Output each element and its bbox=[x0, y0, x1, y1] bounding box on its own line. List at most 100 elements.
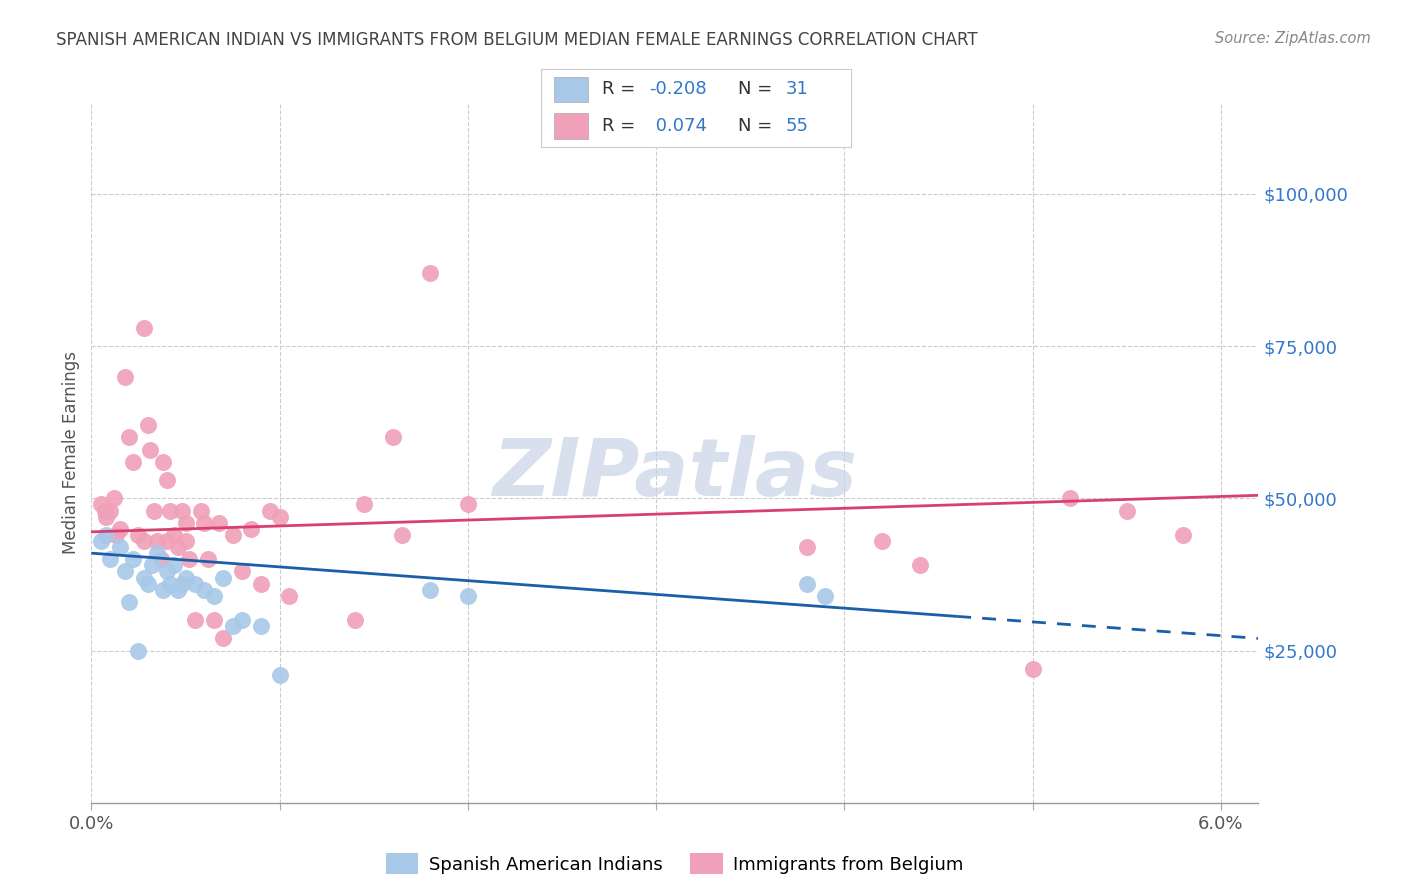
Point bbox=[127, 643, 149, 657]
Point bbox=[221, 619, 243, 633]
Point bbox=[174, 516, 197, 530]
Point bbox=[163, 528, 186, 542]
Point bbox=[343, 613, 366, 627]
Point bbox=[381, 430, 404, 444]
Point bbox=[132, 570, 155, 584]
Text: R =: R = bbox=[602, 80, 636, 98]
Point bbox=[353, 498, 375, 512]
Point bbox=[146, 546, 169, 560]
Point bbox=[90, 498, 112, 512]
Point bbox=[170, 576, 193, 591]
Point bbox=[457, 589, 479, 603]
Bar bbox=[554, 113, 588, 138]
Point bbox=[146, 533, 169, 548]
Point bbox=[136, 418, 159, 433]
Text: R =: R = bbox=[602, 117, 636, 135]
Point bbox=[141, 558, 163, 573]
Point bbox=[202, 613, 225, 627]
Point bbox=[104, 528, 127, 542]
Text: 55: 55 bbox=[786, 117, 808, 135]
Point bbox=[419, 582, 441, 597]
Point bbox=[163, 558, 186, 573]
Point bbox=[240, 522, 263, 536]
Point bbox=[156, 533, 179, 548]
Point bbox=[159, 503, 181, 517]
Point bbox=[269, 668, 291, 682]
Point bbox=[796, 540, 818, 554]
Point bbox=[90, 533, 112, 548]
Point bbox=[1021, 662, 1043, 676]
Point bbox=[457, 498, 479, 512]
Point bbox=[179, 552, 201, 566]
Point bbox=[136, 576, 159, 591]
Point bbox=[156, 473, 179, 487]
Point bbox=[212, 632, 235, 646]
Point bbox=[249, 619, 271, 633]
Point bbox=[132, 321, 155, 335]
Point bbox=[167, 540, 190, 554]
Point bbox=[814, 589, 837, 603]
Point bbox=[174, 570, 197, 584]
Point bbox=[208, 516, 231, 530]
Point bbox=[98, 552, 121, 566]
Point bbox=[121, 552, 143, 566]
Point bbox=[118, 430, 141, 444]
Point bbox=[391, 528, 413, 542]
Point bbox=[152, 582, 174, 597]
Point bbox=[184, 576, 207, 591]
Y-axis label: Median Female Earnings: Median Female Earnings bbox=[62, 351, 80, 554]
Point bbox=[103, 491, 125, 506]
Point bbox=[167, 582, 190, 597]
Point bbox=[231, 613, 253, 627]
Text: -0.208: -0.208 bbox=[650, 80, 707, 98]
Point bbox=[174, 533, 197, 548]
Point bbox=[150, 552, 173, 566]
Point bbox=[156, 565, 179, 579]
Text: 0.074: 0.074 bbox=[650, 117, 707, 135]
Point bbox=[1171, 528, 1194, 542]
Point bbox=[121, 455, 143, 469]
Point bbox=[193, 582, 215, 597]
Point bbox=[1059, 491, 1081, 506]
Point bbox=[159, 576, 181, 591]
Bar bbox=[554, 78, 588, 103]
Point bbox=[142, 503, 165, 517]
Point bbox=[96, 528, 118, 542]
Point bbox=[108, 540, 131, 554]
Point bbox=[96, 509, 118, 524]
Point bbox=[98, 503, 121, 517]
Point bbox=[132, 533, 155, 548]
Point bbox=[796, 576, 818, 591]
Point bbox=[259, 503, 281, 517]
Point bbox=[870, 533, 893, 548]
Text: ZIPatlas: ZIPatlas bbox=[492, 434, 858, 513]
Point bbox=[108, 522, 131, 536]
Point bbox=[202, 589, 225, 603]
Legend: Spanish American Indians, Immigrants from Belgium: Spanish American Indians, Immigrants fro… bbox=[378, 846, 972, 881]
Point bbox=[193, 516, 215, 530]
Point bbox=[419, 266, 441, 280]
Point bbox=[1115, 503, 1137, 517]
Point bbox=[118, 595, 141, 609]
Point bbox=[278, 589, 301, 603]
Point bbox=[114, 369, 136, 384]
Point bbox=[212, 570, 235, 584]
Point bbox=[127, 528, 149, 542]
Text: 31: 31 bbox=[786, 80, 808, 98]
Point bbox=[197, 552, 219, 566]
Text: Source: ZipAtlas.com: Source: ZipAtlas.com bbox=[1215, 31, 1371, 46]
Point bbox=[908, 558, 931, 573]
Point bbox=[249, 576, 271, 591]
Point bbox=[231, 565, 253, 579]
Point bbox=[170, 503, 193, 517]
Text: SPANISH AMERICAN INDIAN VS IMMIGRANTS FROM BELGIUM MEDIAN FEMALE EARNINGS CORREL: SPANISH AMERICAN INDIAN VS IMMIGRANTS FR… bbox=[56, 31, 977, 49]
Point bbox=[221, 528, 243, 542]
Point bbox=[152, 455, 174, 469]
Point bbox=[190, 503, 212, 517]
Text: N =: N = bbox=[738, 80, 772, 98]
Point bbox=[93, 503, 115, 517]
Point bbox=[138, 442, 162, 457]
Text: N =: N = bbox=[738, 117, 772, 135]
Point bbox=[184, 613, 207, 627]
Point bbox=[269, 509, 291, 524]
